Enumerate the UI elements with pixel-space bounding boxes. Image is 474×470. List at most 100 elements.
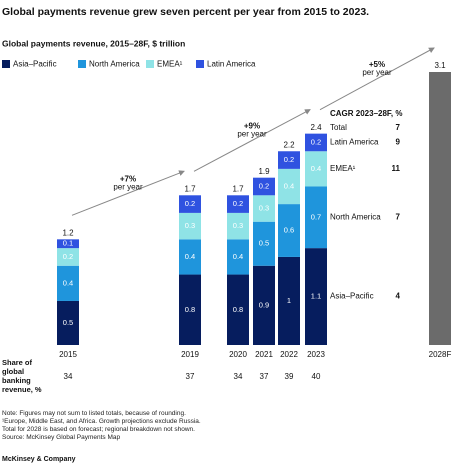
segment-label: 0.4 [311, 164, 321, 173]
growth-rate: +5% [369, 60, 385, 69]
bar-segment [278, 204, 300, 257]
bar-segment [227, 212, 249, 240]
segment-label: 0.2 [63, 252, 73, 261]
bar-segment [179, 212, 201, 240]
footer: McKinsey & Company [2, 456, 76, 463]
cagr-value: 9 [396, 138, 401, 147]
growth-arrow [319, 47, 435, 111]
cagr-name: Latin America [330, 138, 379, 147]
bar-segment [253, 177, 275, 196]
bar-segment [253, 221, 275, 266]
share-label: Share of global banking revenue, % [2, 358, 42, 394]
cagr-value: 11 [392, 164, 401, 173]
segment-label: 0.8 [233, 305, 243, 314]
segment-label: 0.4 [233, 252, 243, 261]
growth-period: per year [113, 182, 143, 191]
bar-segment [278, 168, 300, 205]
x-tick-label: 2023 [307, 350, 325, 359]
bar-segment [278, 151, 300, 169]
legend-label: Latin America [207, 60, 256, 69]
cagr-title: CAGR 2023–28F, % [330, 109, 402, 118]
total-label: 1.9 [258, 167, 270, 176]
legend-swatch [196, 60, 204, 68]
segment-label: 0.3 [233, 221, 243, 230]
bar-segment [57, 300, 79, 345]
segment-label: 0.4 [63, 278, 73, 287]
note: Source: McKinsey Global Payments Map [2, 434, 121, 441]
segment-label: 0.5 [63, 318, 73, 327]
share-value: 37 [260, 372, 269, 381]
note: ¹Europe, Middle East, and Africa. Growth… [2, 418, 201, 425]
share-value: 34 [234, 372, 243, 381]
segment-label: 0.8 [185, 305, 195, 314]
segment-label: 0.1 [63, 239, 73, 248]
bar-segment [305, 186, 327, 249]
growth-rate: +9% [244, 122, 260, 131]
x-tick-label: 2021 [255, 350, 273, 359]
share-value: 40 [312, 372, 321, 381]
total-label: 1.7 [184, 184, 196, 193]
cagr-name: Total [330, 123, 347, 132]
total-label: 2.4 [310, 123, 322, 132]
total-label: 2.2 [283, 140, 295, 149]
legend-label: Asia–Pacific [13, 60, 57, 69]
bar-segment [278, 256, 300, 345]
bar-segment [57, 239, 79, 249]
segment-label: 0.2 [259, 181, 269, 190]
segment-label: 0.9 [259, 300, 269, 309]
bar-segment [305, 151, 327, 187]
segment-label: 0.5 [259, 239, 269, 248]
chart-subtitle: Global payments revenue, 2015–28F, $ tri… [2, 38, 185, 48]
cagr-name: North America [330, 212, 381, 221]
segment-label: 0.6 [284, 226, 294, 235]
bar-segment [305, 248, 327, 345]
note: Total for 2028 is based on forecast; reg… [2, 426, 195, 433]
x-tick-label: 2015 [59, 350, 77, 359]
bar-segment [57, 248, 79, 266]
segment-label: 0.2 [185, 199, 195, 208]
bar-segment [179, 195, 201, 213]
segment-label: 0.3 [259, 203, 269, 212]
growth-period: per year [237, 130, 267, 139]
segment-label: 0.4 [185, 252, 195, 261]
total-label: 3.1 [434, 61, 446, 70]
segment-label: 1 [287, 296, 291, 305]
bar-segment [179, 274, 201, 345]
legend-swatch [2, 60, 10, 68]
segment-label: 0.2 [233, 199, 243, 208]
notes: Note: Figures may not sum to listed tota… [2, 410, 462, 442]
segment-label: 0.3 [185, 221, 195, 230]
cagr-value: 7 [396, 123, 401, 132]
bar-segment [253, 195, 275, 222]
bar-segment [57, 265, 79, 301]
share-value: 34 [64, 372, 73, 381]
chart-title: Global payments revenue grew seven perce… [2, 6, 369, 18]
segment-label: 0.2 [311, 137, 321, 146]
growth-arrow [71, 170, 185, 216]
share-value: 39 [285, 372, 294, 381]
forecast-bar [429, 72, 451, 345]
segment-label: 0.4 [284, 181, 294, 190]
share-value: 37 [186, 372, 195, 381]
bar-segment [227, 239, 249, 275]
x-tick-label: 2020 [229, 350, 247, 359]
bar-segment [179, 239, 201, 275]
growth-period: per year [362, 68, 392, 77]
segment-label: 0.7 [311, 212, 321, 221]
cagr-name: Asia–Pacific [330, 292, 374, 301]
legend-label: EMEA¹ [157, 60, 183, 69]
x-tick-label: 2019 [181, 350, 199, 359]
bar-segment [253, 265, 275, 345]
note: Note: Figures may not sum to listed tota… [2, 410, 186, 417]
total-label: 1.2 [62, 228, 74, 237]
growth-arrow [193, 109, 311, 172]
bar-segment [227, 274, 249, 345]
legend-swatch [78, 60, 86, 68]
legend-label: North America [89, 60, 140, 69]
cagr-value: 7 [396, 212, 401, 221]
segment-label: 0.2 [284, 155, 294, 164]
legend-swatch [146, 60, 154, 68]
x-tick-label: 2022 [280, 350, 298, 359]
cagr-value: 4 [396, 292, 401, 301]
